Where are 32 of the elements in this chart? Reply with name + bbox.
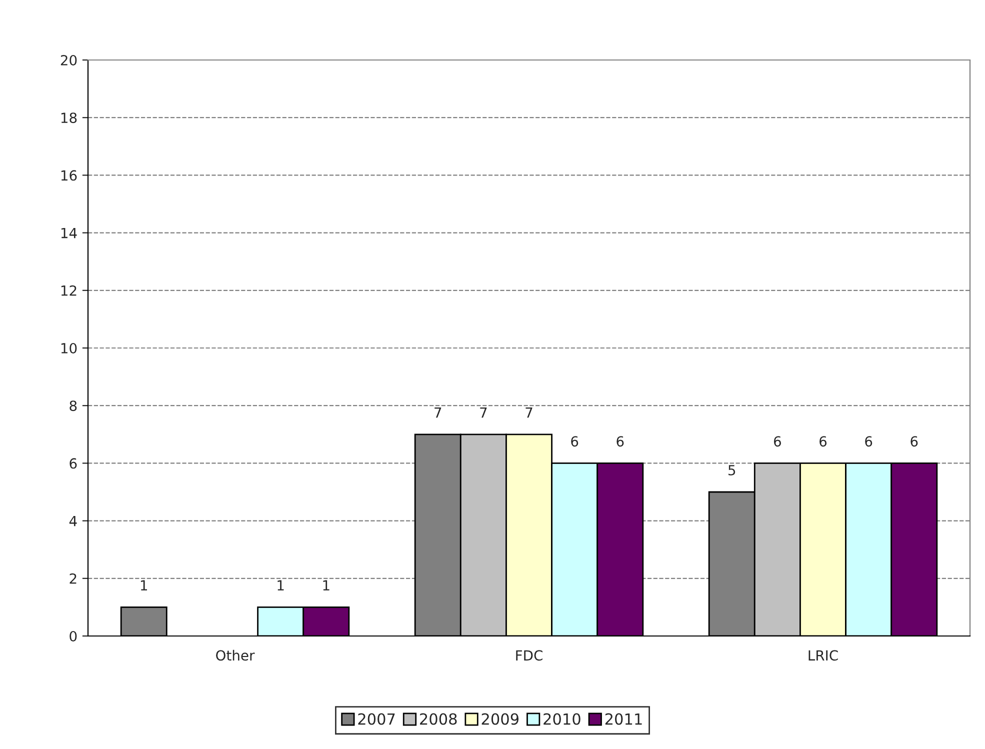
data-label: 6 — [865, 436, 872, 447]
y-tick-label: 4 — [69, 516, 77, 526]
data-label: 1 — [278, 580, 284, 590]
y-tick-label: 16 — [61, 170, 77, 181]
legend-label: 2007 — [358, 713, 395, 725]
x-tick-label: Other — [216, 650, 255, 661]
y-tick-label: 6 — [70, 458, 77, 469]
data-label: 1 — [323, 580, 330, 590]
legend-label: 2011 — [605, 713, 642, 725]
x-tick-label: LRIC — [808, 650, 838, 661]
legend-label: 2008 — [420, 713, 457, 725]
y-tick-label: 14 — [61, 228, 77, 238]
data-label: 7 — [480, 407, 487, 418]
legend-label: 2009 — [482, 713, 519, 725]
data-label: 7 — [526, 407, 532, 418]
data-label: 5 — [728, 465, 736, 476]
legend-label: 2010 — [544, 713, 580, 725]
data-label: 6 — [616, 436, 624, 447]
data-label: 6 — [820, 436, 827, 447]
y-tick-label: 8 — [70, 400, 77, 412]
data-label: 6 — [910, 436, 918, 447]
y-tick-label: 20 — [60, 54, 77, 66]
x-tick-label: FDC — [516, 650, 542, 661]
y-tick-label: 10 — [61, 342, 77, 354]
y-tick-label: 18 — [61, 112, 77, 124]
y-tick-label: 0 — [70, 630, 77, 642]
data-label: 6 — [774, 436, 781, 447]
data-label: 7 — [434, 407, 442, 418]
y-tick-label: 2 — [70, 573, 76, 584]
y-tick-label: 12 — [61, 285, 76, 296]
data-label: 1 — [140, 580, 147, 590]
data-label: 6 — [571, 436, 578, 447]
